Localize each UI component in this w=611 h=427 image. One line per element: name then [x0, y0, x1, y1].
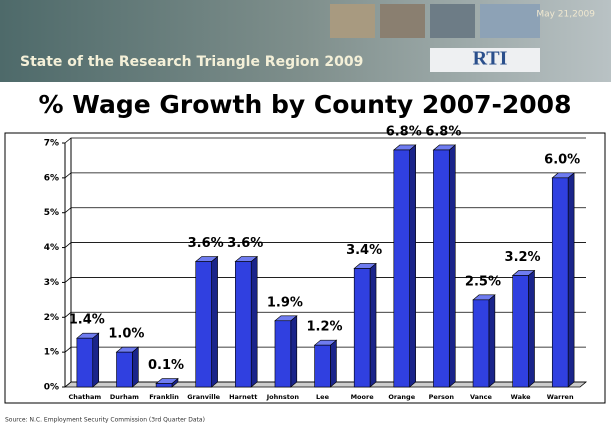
photo	[330, 4, 375, 38]
y-tick-label: 4%	[44, 243, 59, 253]
bar-side	[330, 339, 337, 388]
value-label: 2.5%	[465, 274, 501, 289]
logo-box	[430, 48, 540, 72]
value-label: 6.8%	[425, 124, 461, 139]
bar	[314, 344, 331, 388]
bar-side	[250, 255, 258, 388]
value-label: 1.2%	[306, 320, 342, 335]
bar	[195, 261, 212, 388]
bar	[512, 275, 529, 388]
x-tick-label: Granville	[187, 393, 220, 401]
y-tick-label: 2%	[44, 313, 59, 323]
x-tick-label: Durham	[110, 393, 139, 401]
value-label: 6.8%	[386, 124, 422, 139]
logo: RTI	[473, 48, 508, 70]
x-tick-label: Orange	[388, 393, 415, 401]
bar-side	[290, 315, 298, 388]
y-tick-label: 1%	[44, 348, 59, 358]
value-label: 3.2%	[505, 250, 541, 265]
value-label: 1.4%	[69, 313, 105, 328]
bar-side	[92, 332, 100, 388]
y-tick-label: 7%	[44, 139, 59, 149]
banner-date: May 21,2009	[536, 10, 595, 20]
x-tick-label: Person	[429, 393, 455, 401]
photo	[380, 4, 425, 38]
value-label: 0.1%	[148, 358, 184, 373]
bar-side	[132, 346, 139, 388]
grid-line	[64, 137, 586, 144]
y-tick-label: 0%	[44, 383, 59, 393]
bar	[235, 261, 252, 388]
bar-side	[211, 255, 218, 388]
x-tick-label: Johnston	[266, 393, 300, 401]
value-label: 3.4%	[346, 243, 382, 258]
x-tick-label: Franklin	[149, 393, 179, 401]
bar	[393, 149, 410, 388]
value-label: 6.0%	[544, 152, 580, 167]
bar	[76, 337, 94, 388]
bar	[433, 149, 450, 388]
bar-side	[369, 262, 377, 388]
value-label: 3.6%	[227, 236, 263, 251]
y-tick-label: 3%	[44, 278, 59, 288]
banner-title: State of the Research Triangle Region 20…	[20, 54, 363, 70]
photo	[480, 4, 540, 38]
value-label: 1.0%	[108, 327, 144, 342]
bar-side	[567, 172, 575, 388]
bar	[155, 383, 173, 388]
x-tick-label: Moore	[351, 393, 375, 401]
x-tick-label: Warren	[547, 393, 574, 401]
photo	[430, 4, 475, 38]
chart-frame	[4, 132, 606, 404]
x-tick-label: Harnett	[229, 393, 257, 401]
x-tick-label: Lee	[316, 393, 330, 401]
y-tick-label: 6%	[44, 173, 59, 183]
bar-side	[528, 269, 535, 388]
x-tick-label: Vance	[470, 393, 493, 401]
source: Source: N.C. Employment Security Commiss…	[5, 417, 205, 424]
chart-title: % Wage Growth by County 2007-2008	[39, 90, 572, 119]
y-tick-label: 5%	[44, 208, 59, 218]
bar	[353, 268, 371, 388]
x-tick-label: Wake	[511, 393, 531, 401]
x-tick-label: Chatham	[68, 393, 101, 401]
bar	[116, 351, 133, 388]
bar	[472, 299, 490, 388]
value-label: 3.6%	[188, 236, 224, 251]
bar-side	[409, 144, 416, 388]
bar	[274, 320, 292, 388]
bar-side	[448, 144, 456, 388]
bar	[551, 177, 569, 388]
value-label: 1.9%	[267, 295, 303, 310]
bar-side	[488, 294, 496, 388]
